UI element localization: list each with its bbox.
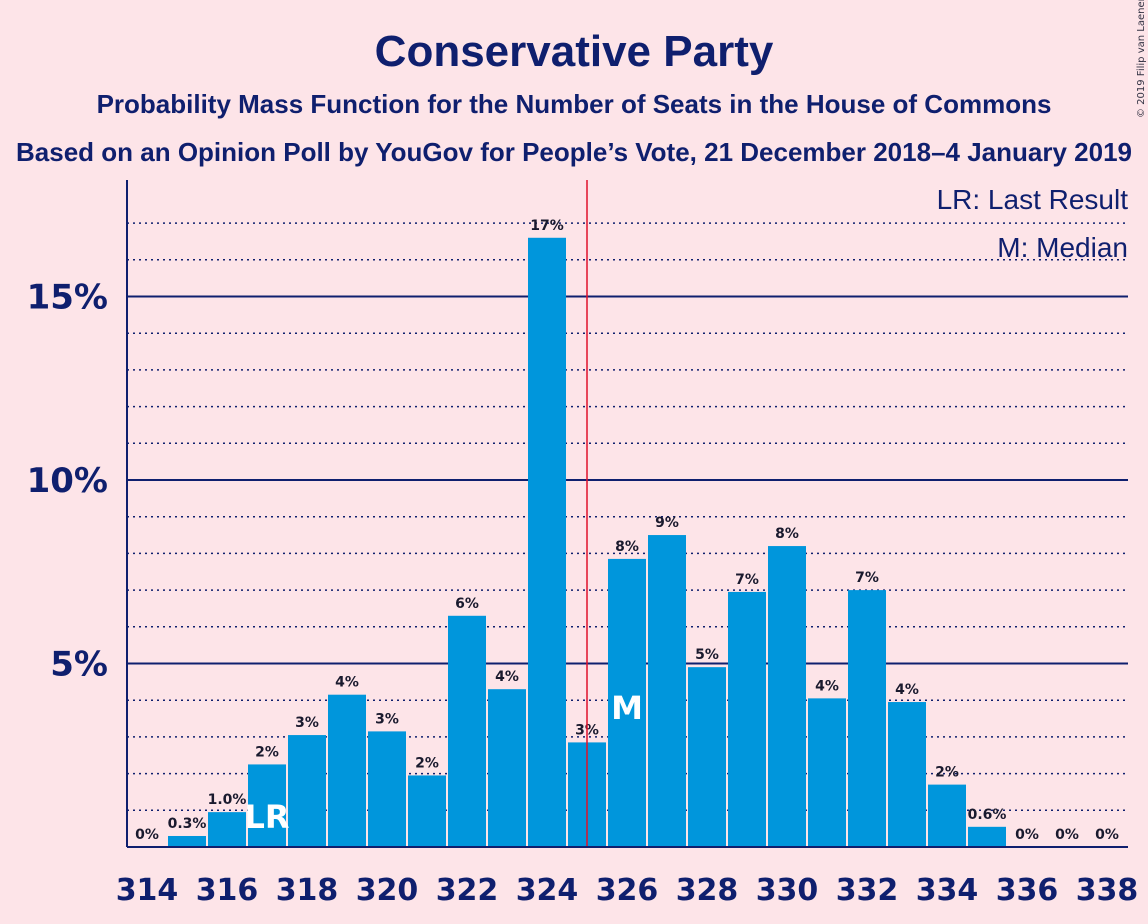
bar-data-label: 9% xyxy=(655,515,679,531)
bar xyxy=(288,735,326,847)
bar xyxy=(528,237,566,847)
bar xyxy=(448,615,486,847)
bar-data-label: 2% xyxy=(935,765,959,781)
y-tick-labels: 5% 10% 15% xyxy=(27,278,108,685)
bars-group xyxy=(168,237,1006,847)
bar-data-label: 3% xyxy=(375,711,399,727)
x-tick-label: 314 xyxy=(116,873,179,908)
x-tick-label: 336 xyxy=(996,873,1059,908)
bar-data-label: 0% xyxy=(135,827,159,843)
y-tick-label: 5% xyxy=(50,645,108,685)
bar xyxy=(408,775,446,847)
bar xyxy=(328,694,366,847)
bar xyxy=(248,764,286,847)
bar xyxy=(688,667,726,847)
bar-data-label: 0% xyxy=(1015,827,1039,843)
bar xyxy=(208,812,246,847)
x-tick-label: 328 xyxy=(676,873,739,908)
x-tick-label: 334 xyxy=(916,873,979,908)
bar-data-label: 8% xyxy=(775,526,799,542)
legend-last-result: LR: Last Result xyxy=(937,184,1129,215)
bar-data-label: 5% xyxy=(695,647,719,663)
axes-group xyxy=(126,180,1128,848)
y-tick-label: 15% xyxy=(27,278,108,318)
bar xyxy=(648,535,686,847)
bar-data-label: 7% xyxy=(855,570,879,586)
x-tick-label: 338 xyxy=(1076,873,1139,908)
bar xyxy=(728,591,766,847)
copyright-note: © 2019 Filip van Laenen xyxy=(1136,0,1147,118)
chart-subtitle-poll: Based on an Opinion Poll by YouGov for P… xyxy=(16,137,1132,167)
bar-data-label: 3% xyxy=(295,715,319,731)
x-tick-label: 322 xyxy=(436,873,499,908)
x-tick-label: 320 xyxy=(356,873,419,908)
last-result-marker: LR xyxy=(244,798,289,836)
bar xyxy=(768,546,806,847)
bar xyxy=(168,835,206,847)
bar xyxy=(848,590,886,847)
bar-data-label: 2% xyxy=(255,744,279,760)
median-marker: M xyxy=(611,689,643,727)
bar-data-label: 4% xyxy=(495,669,519,685)
x-tick-label: 324 xyxy=(516,873,579,908)
data-labels-group: 0%0.3%1.0%2%3%4%3%2%6%4%17%3%8%9%5%7%8%4… xyxy=(135,218,1119,843)
legend-median: M: Median xyxy=(997,232,1128,263)
bar xyxy=(808,698,846,847)
bar-data-label: 1.0% xyxy=(208,792,247,808)
bar-data-label: 2% xyxy=(415,755,439,771)
bar xyxy=(488,689,526,847)
bar xyxy=(608,558,646,847)
bar-data-label: 4% xyxy=(815,678,839,694)
bar-data-label: 17% xyxy=(530,218,564,234)
bar xyxy=(888,702,926,847)
bar xyxy=(968,826,1006,847)
x-tick-label: 332 xyxy=(836,873,899,908)
bar-data-label: 0.6% xyxy=(968,807,1007,823)
bar-data-label: 4% xyxy=(895,682,919,698)
chart-title: Conservative Party xyxy=(375,27,774,76)
bar xyxy=(368,731,406,847)
bar-data-label: 0.3% xyxy=(168,816,207,832)
bar-data-label: 4% xyxy=(335,675,359,691)
y-tick-label: 10% xyxy=(27,461,108,501)
x-tick-labels: 314 316 318 320 322 324 326 328 330 332 334 336 338 xyxy=(116,873,1139,908)
bar xyxy=(928,784,966,847)
bar-data-label: 8% xyxy=(615,539,639,555)
bar-data-label: 7% xyxy=(735,572,759,588)
bar-data-label: 0% xyxy=(1055,827,1079,843)
bar-data-label: 0% xyxy=(1095,827,1119,843)
chart-subtitle: Probability Mass Function for the Number… xyxy=(97,89,1052,119)
x-tick-label: 318 xyxy=(276,873,339,908)
bar-data-label: 6% xyxy=(455,596,479,612)
x-tick-label: 330 xyxy=(756,873,819,908)
x-tick-label: 316 xyxy=(196,873,259,908)
x-tick-label: 326 xyxy=(596,873,659,908)
